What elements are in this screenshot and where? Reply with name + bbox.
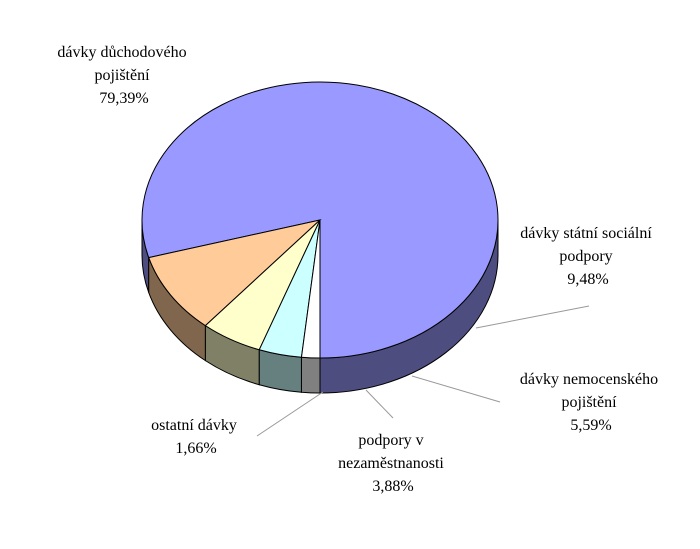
pie-side-ostatni	[300, 356, 321, 394]
leader-statni-socialni	[475, 305, 590, 329]
label-statni-socialni: dávky státní sociální podpory 9,48%	[520, 225, 656, 288]
leader-nemocenske	[411, 375, 501, 403]
pie-sides	[141, 219, 499, 394]
pie-tops	[141, 81, 499, 359]
pie-slice-statni-socialni	[148, 219, 322, 327]
leader-lines	[256, 305, 590, 437]
label-ostatni: ostatní dávky 1,66%	[151, 417, 241, 457]
label-nezamestnanost: podpory v nezaměstnanosti 3,88%	[338, 432, 448, 495]
label-duchodove: dávky důchodového pojištění 79,39%	[57, 44, 190, 107]
leader-nezamestnanost	[365, 389, 394, 419]
label-nemocenske: dávky nemocenského pojištění 5,59%	[520, 371, 662, 434]
pie-slice-ostatni	[300, 219, 321, 359]
leader-ostatni	[256, 391, 324, 437]
